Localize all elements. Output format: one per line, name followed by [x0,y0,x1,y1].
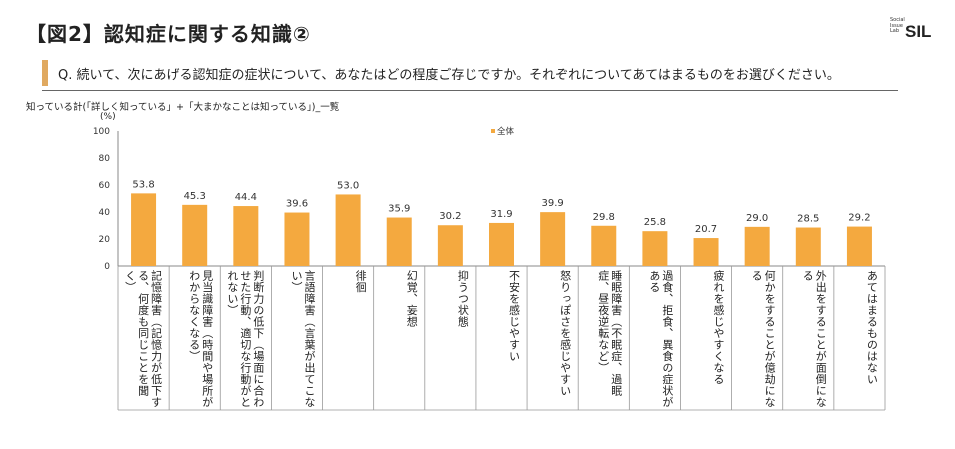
legend-label: 全体 [497,126,515,137]
data-label: 30.2 [439,211,461,222]
category-label-cell: 言語障害（言葉が出てこない） [274,270,320,410]
category-label-cell: 何かをすることが億劫になる [734,270,780,410]
y-tick-label: 80 [99,154,111,164]
category-label: 外出をすることが面倒になる [801,270,828,408]
logo-small-text: Social Issue Lab [890,17,905,34]
bar [233,206,259,266]
bar [693,238,719,266]
bar [386,217,412,266]
category-label: 過食、拒食、異食の症状がある [647,270,674,408]
category-label: 不安を感じやすい [507,270,521,362]
category-label-cell: 記憶障害（記憶力が低下する、何度も同じことを聞く） [121,270,167,410]
bar [591,225,617,266]
y-tick-label: 40 [99,208,111,218]
category-label: 怒りっぽさを感じやすい [558,270,572,397]
data-label: 29.8 [593,212,615,223]
category-label: 徘徊 [354,270,368,293]
bar [489,222,514,266]
bar [437,225,463,266]
category-label-cell: 怒りっぽさを感じやすい [530,270,576,410]
category-label-cell: 幻覚、妄想 [376,270,422,410]
legend-swatch [491,129,495,133]
bar [182,204,208,266]
bar [540,212,566,266]
category-label: 見当識障害（時間や場所がわからなくなる） [187,270,214,408]
bar [284,212,310,266]
category-label-cell: 不安を感じやすい [479,270,525,410]
bar [131,193,157,266]
bar [846,226,872,266]
category-label-cell: 判断力の低下（場面に合わせた行動、適切な行動がとれない） [223,270,269,410]
y-tick-label: 60 [99,181,111,191]
category-label: 睡眠障害（不眠症、過眠症、昼夜逆転など） [596,270,623,397]
sil-logo: Social Issue Lab SIL [888,17,938,48]
data-label: 20.7 [695,224,717,235]
y-tick-label: 0 [104,262,110,272]
divider [42,90,898,91]
data-label: 29.0 [746,213,768,224]
bar [744,226,770,266]
y-tick-label: 20 [99,235,111,245]
category-label: あてはまるものはない [865,270,879,385]
category-label-cell: 睡眠障害（不眠症、過眠症、昼夜逆転など） [581,270,627,410]
bar [795,227,821,266]
data-label: 44.4 [235,192,257,203]
question-accent-bar [42,60,48,86]
data-label: 53.8 [132,179,154,190]
data-label: 29.2 [848,213,870,224]
y-axis-unit: (%) [100,112,116,122]
data-label: 28.5 [797,214,819,225]
category-label: 疲れを感じやすくなる [712,270,726,385]
logo-text: SIL [905,22,932,41]
category-label-cell: 徘徊 [325,270,371,410]
bar [335,194,361,266]
category-label-cell: 疲れを感じやすくなる [683,270,729,410]
data-label: 39.9 [542,198,564,209]
category-label-cell: あてはまるものはない [836,270,882,410]
category-label: 言語障害（言葉が出てこない） [289,270,316,408]
data-label: 31.9 [490,209,512,220]
data-label: 53.0 [337,180,359,191]
category-label: 幻覚、妄想 [405,270,419,328]
category-label: 記憶障害（記憶力が低下する、何度も同じことを聞く） [123,270,163,408]
category-label-cell: 過食、拒食、異食の症状がある [632,270,678,410]
data-label: 45.3 [184,191,206,202]
data-label: 39.6 [286,199,308,210]
category-label-cell: 見当識障害（時間や場所がわからなくなる） [172,270,218,410]
y-tick-label: 100 [93,127,110,137]
chart-subtitle: 知っている計(「詳しく知っている」+「大まかなことは知っている」)_一覧 [26,102,340,113]
category-label: 判断力の低下（場面に合わせた行動、適切な行動がとれない） [225,270,265,408]
data-label: 25.8 [644,217,666,228]
category-label-cell: 抑うつ状態 [427,270,473,410]
category-label: 何かをすることが億劫になる [750,270,777,408]
data-label: 35.9 [388,204,410,215]
page-title: 【図2】認知症に関する知識② [26,22,311,46]
bar [642,231,668,266]
category-label-cell: 外出をすることが面倒になる [785,270,831,410]
question-text: Q. 続いて、次にあげる認知症の症状について、あなたはどの程度ご存じですか。それ… [58,68,840,83]
category-label: 抑うつ状態 [456,270,470,328]
